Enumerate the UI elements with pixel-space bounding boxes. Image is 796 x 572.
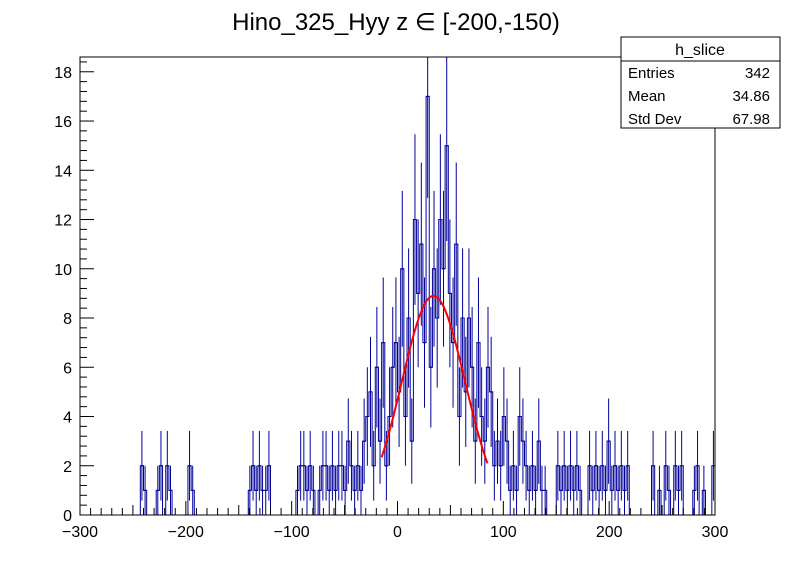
x-tick-label: 0 (393, 524, 402, 541)
fit-curve (380, 294, 489, 464)
stats-entries-value: 342 (745, 65, 770, 82)
x-tick-label: −100 (274, 524, 310, 541)
x-axis: −300 −200 −100 0 100 200 300 (62, 501, 728, 541)
chart-title: Hino_325_Hyy z ∈ [-200,-150) (232, 9, 560, 36)
stats-mean-label: Mean (628, 88, 666, 105)
histogram-outline (80, 95, 716, 516)
x-tick-label: 100 (490, 524, 517, 541)
histogram-bars (80, 57, 716, 516)
stats-stddev-value: 67.98 (732, 111, 770, 128)
stats-stddev-label: Std Dev (628, 111, 682, 128)
stats-entries-label: Entries (628, 65, 675, 82)
y-tick-label: 10 (54, 262, 72, 279)
y-tick-label: 8 (63, 311, 72, 328)
y-tick-label: 4 (63, 410, 72, 427)
x-tick-label: −300 (62, 524, 98, 541)
stats-box: h_slice Entries 342 Mean 34.86 Std Dev 6… (620, 36, 781, 129)
x-tick-label: 200 (596, 524, 623, 541)
gaussian-fit (380, 294, 489, 464)
y-tick-label: 0 (63, 508, 72, 525)
x-tick-label: −200 (168, 524, 204, 541)
stats-mean-value: 34.86 (732, 88, 770, 105)
y-tick-label: 6 (63, 360, 72, 377)
y-tick-label: 18 (54, 65, 72, 82)
y-axis: 0 2 4 6 8 10 12 14 16 18 (54, 61, 94, 525)
x-tick-label: 300 (702, 524, 729, 541)
y-tick-label: 16 (54, 114, 72, 131)
y-tick-label: 14 (54, 163, 72, 180)
y-tick-label: 12 (54, 213, 72, 230)
plot-frame (79, 56, 716, 516)
stats-box-title: h_slice (675, 42, 725, 59)
y-tick-label: 2 (63, 459, 72, 476)
